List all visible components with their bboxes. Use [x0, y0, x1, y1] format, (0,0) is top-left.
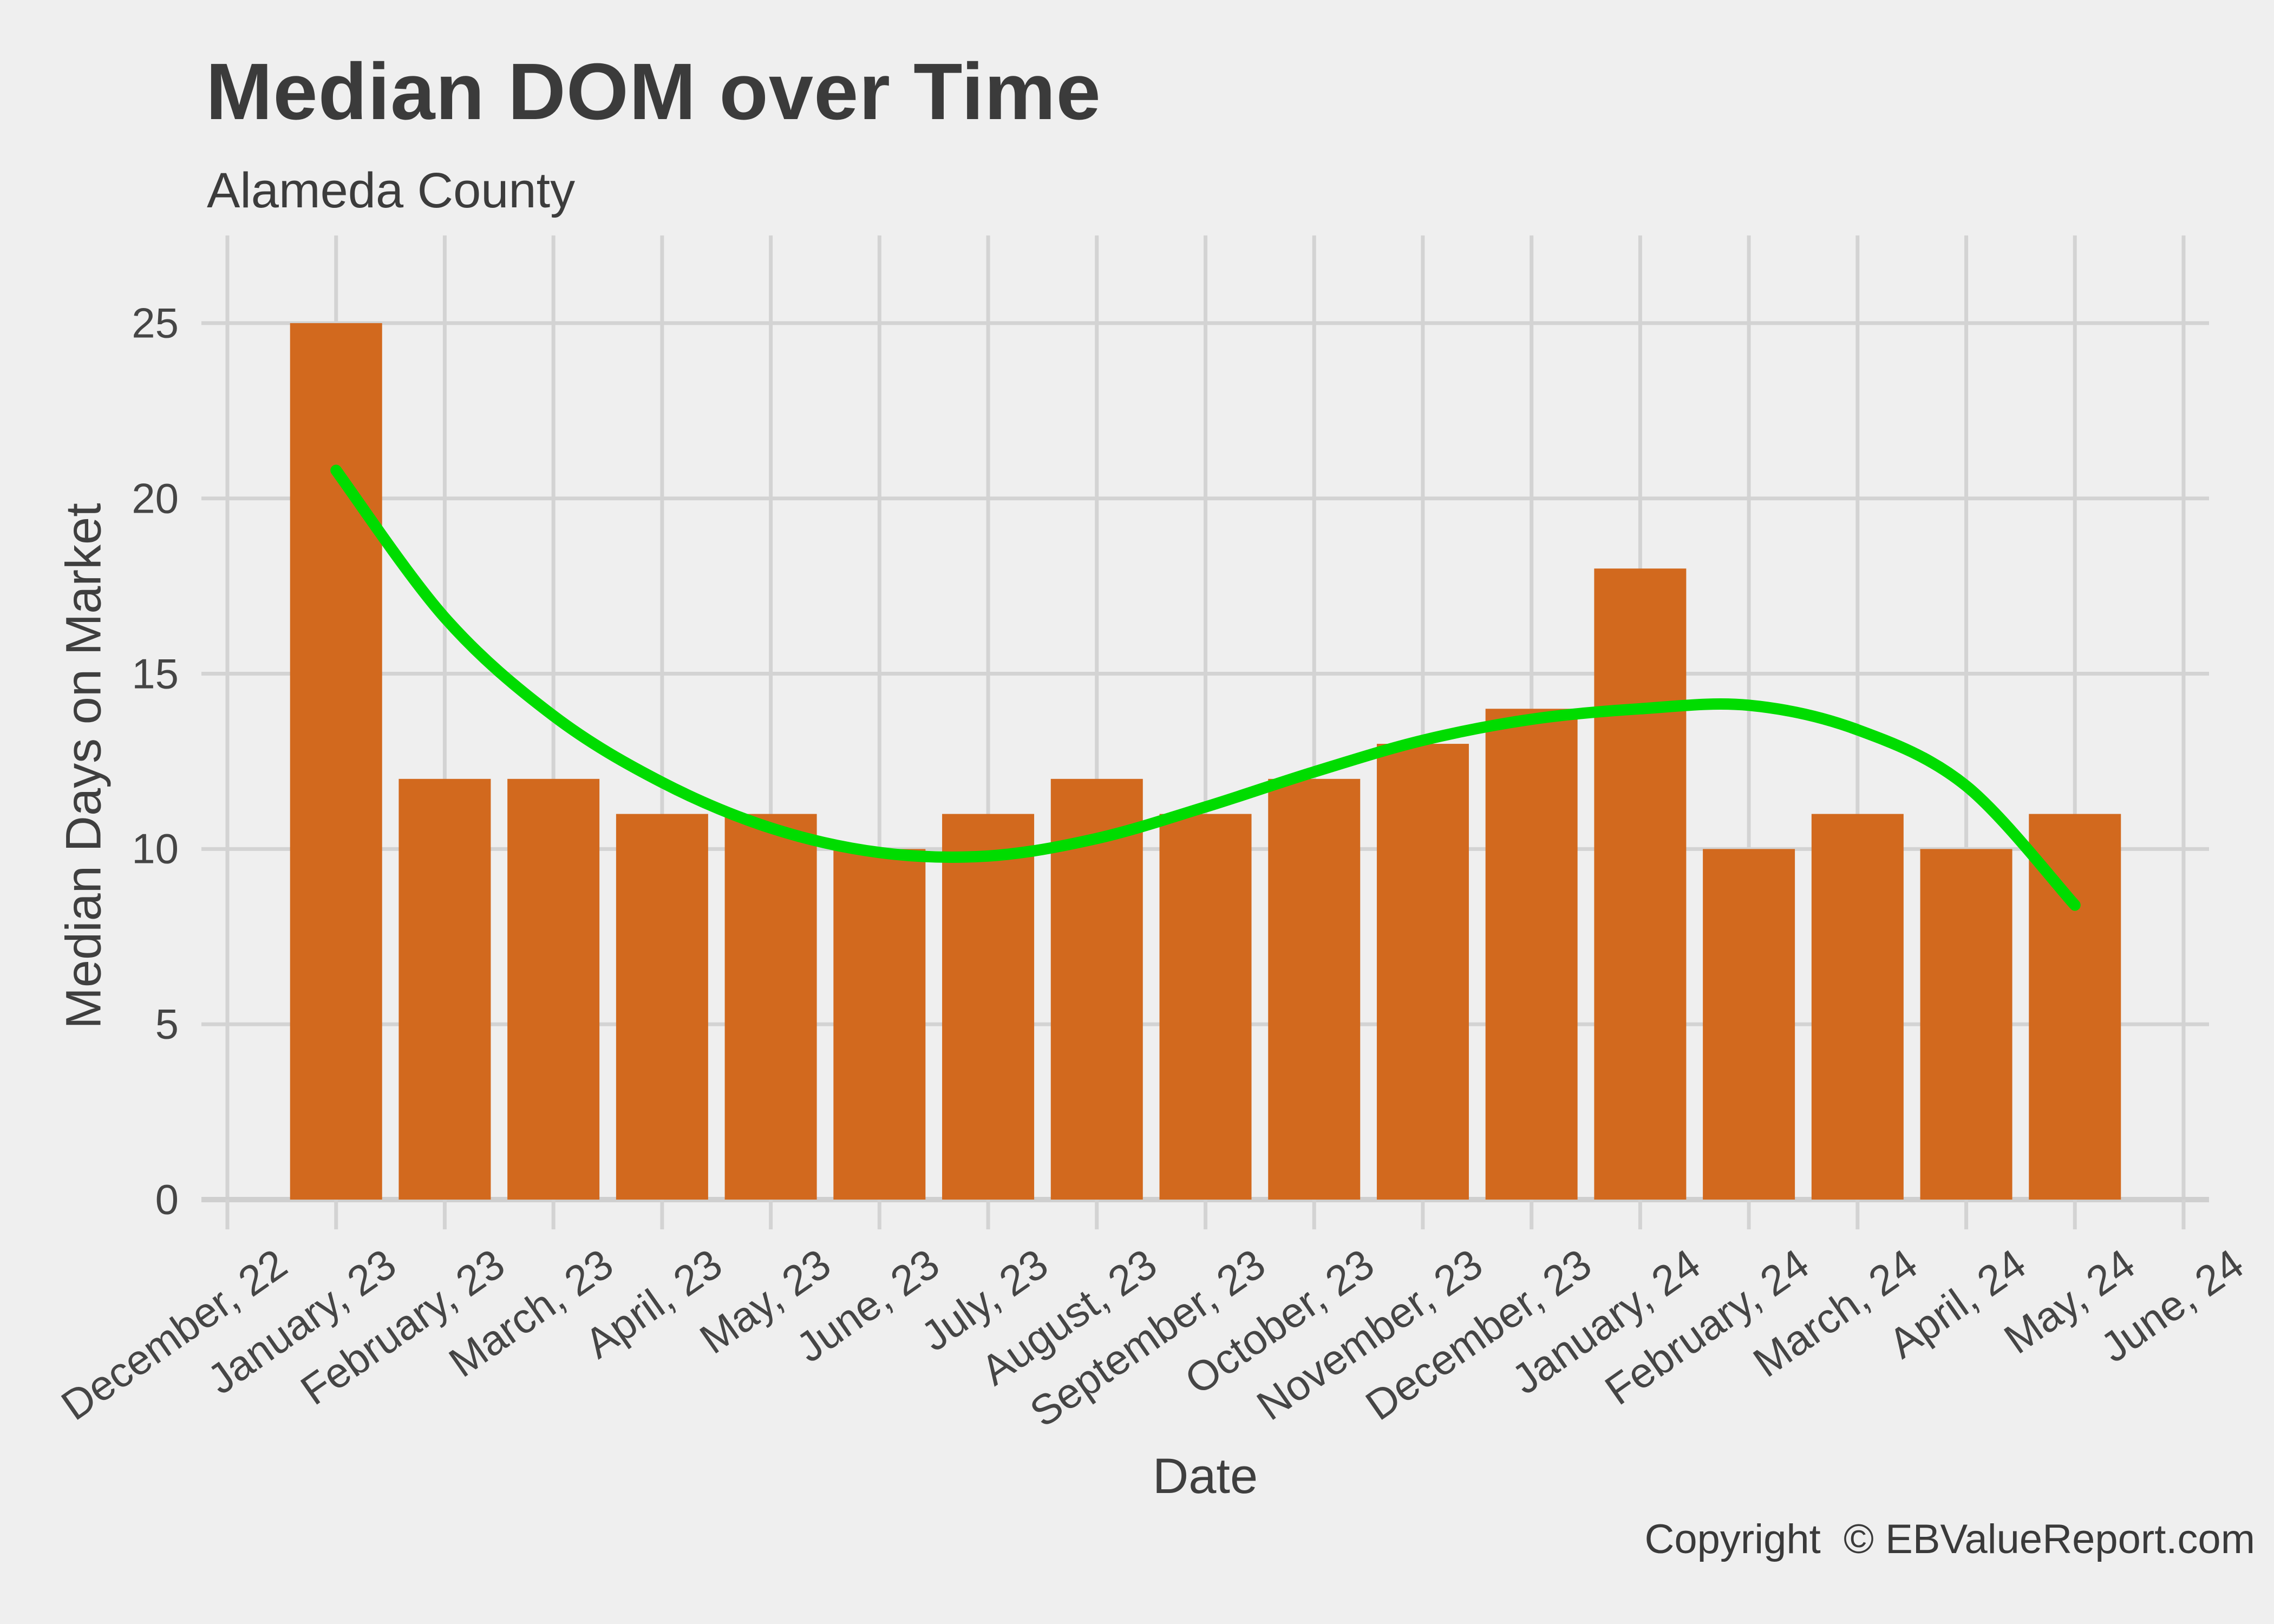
bar-february-23 — [398, 778, 491, 1200]
bar-march-23 — [507, 778, 600, 1200]
bar-march-24 — [1811, 814, 1904, 1200]
bar-january-24 — [1594, 568, 1687, 1200]
bar-december-23 — [1485, 709, 1578, 1200]
y-tick-label-5: 5 — [155, 1000, 179, 1048]
y-tick-label-25: 25 — [132, 299, 179, 347]
copyright-text: Copyright © EBValueReport.com — [1644, 1516, 2255, 1562]
bar-june-23 — [833, 849, 926, 1200]
y-tick-label-0: 0 — [155, 1175, 179, 1223]
bar-november-23 — [1376, 744, 1469, 1200]
chart-subtitle: Alameda County — [207, 163, 576, 218]
bar-january-23 — [290, 323, 382, 1200]
bar-april-24 — [1920, 849, 2012, 1200]
bar-september-23 — [1159, 814, 1252, 1200]
x-axis-ticks — [225, 1200, 2186, 1229]
x-axis-title: Date — [1152, 1449, 1258, 1504]
trend-line — [330, 464, 2081, 911]
bar-may-24 — [2029, 814, 2121, 1200]
y-axis-title: Median Days on Market — [56, 503, 112, 1029]
y-tick-label-15: 15 — [132, 650, 179, 698]
bar-april-23 — [616, 814, 708, 1200]
y-tick-label-20: 20 — [132, 474, 179, 522]
bar-october-23 — [1268, 778, 1361, 1200]
y-tick-label-10: 10 — [132, 824, 179, 873]
chart-title: Median DOM over Time — [206, 47, 1101, 136]
bar-may-23 — [724, 814, 817, 1200]
bar-july-23 — [942, 814, 1035, 1200]
bar-february-24 — [1703, 849, 1795, 1200]
